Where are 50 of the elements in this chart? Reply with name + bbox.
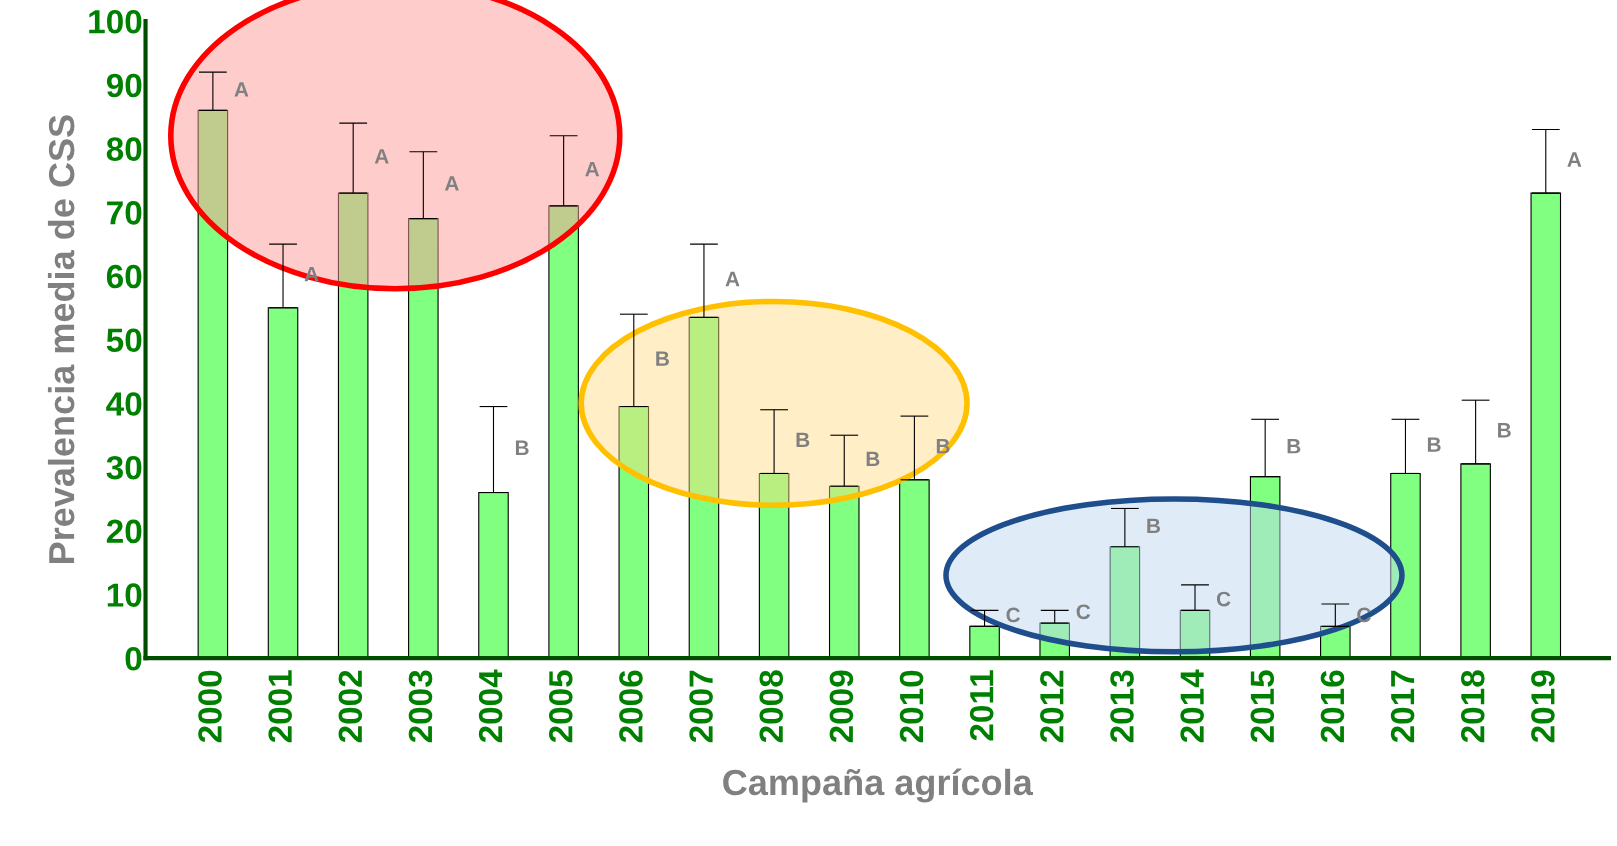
y-tick-label: 50 xyxy=(106,328,142,353)
x-tick-label: 2002 xyxy=(338,670,363,743)
data-label: A xyxy=(725,271,740,287)
y-tick-label: 40 xyxy=(106,392,142,416)
x-tick-label: 2015 xyxy=(1250,670,1275,743)
x-tick-label: 2006 xyxy=(619,670,643,743)
x-tick-label: 2013 xyxy=(1110,670,1134,743)
data-label: A xyxy=(374,149,389,164)
data-label: A xyxy=(444,176,459,191)
y-tick-label: 60 xyxy=(106,264,142,289)
x-tick-label: 2010 xyxy=(899,670,924,743)
data-label: B xyxy=(515,440,529,455)
data-label: C xyxy=(1006,607,1021,623)
data-label: B xyxy=(796,432,810,447)
x-tick-label: 2000 xyxy=(198,670,222,743)
x-tick-label: 2007 xyxy=(689,670,713,743)
data-label: B xyxy=(866,451,880,467)
y-tick-label: 70 xyxy=(107,201,142,225)
x-tick-label: 2011 xyxy=(969,670,994,741)
data-label: C xyxy=(1076,604,1091,620)
data-label: B xyxy=(656,351,669,366)
y-tick-label: 0 xyxy=(125,646,142,671)
x-tick-label: 2018 xyxy=(1460,670,1485,743)
x-tick-label: 2017 xyxy=(1390,670,1415,743)
y-tick-label: 20 xyxy=(106,519,142,544)
x-tick-label: 2014 xyxy=(1180,669,1204,743)
x-tick-label: 2001 xyxy=(268,670,292,743)
x-tick-label: 2003 xyxy=(408,670,433,743)
data-label: A xyxy=(234,82,249,97)
data-label: B xyxy=(1287,439,1301,454)
y-tick-label: 10 xyxy=(107,583,142,607)
y-tick-label: 80 xyxy=(106,137,142,161)
data-label: B xyxy=(1427,437,1441,452)
data-label: B xyxy=(1498,423,1511,438)
data-label: A xyxy=(585,161,600,177)
x-tick-label: 2004 xyxy=(478,669,503,743)
x-tick-label: 2019 xyxy=(1531,670,1555,743)
y-axis-title: Prevalencia media de CSS xyxy=(47,115,75,564)
data-label: B xyxy=(1147,518,1161,533)
x-tick-label: 2005 xyxy=(548,670,573,743)
y-tick-label: 100 xyxy=(89,9,142,34)
x-tick-label: 2012 xyxy=(1040,670,1064,743)
data-label: A xyxy=(1567,152,1582,167)
y-tick-label: 90 xyxy=(106,73,142,98)
x-tick-label: 2008 xyxy=(759,670,784,743)
x-axis-title: Campaña agrícola xyxy=(723,768,1033,803)
x-tick-label: 2009 xyxy=(829,670,854,743)
x-tick-label: 2016 xyxy=(1320,670,1345,743)
y-tick-label: 30 xyxy=(106,455,142,480)
data-label: C xyxy=(1216,591,1231,607)
